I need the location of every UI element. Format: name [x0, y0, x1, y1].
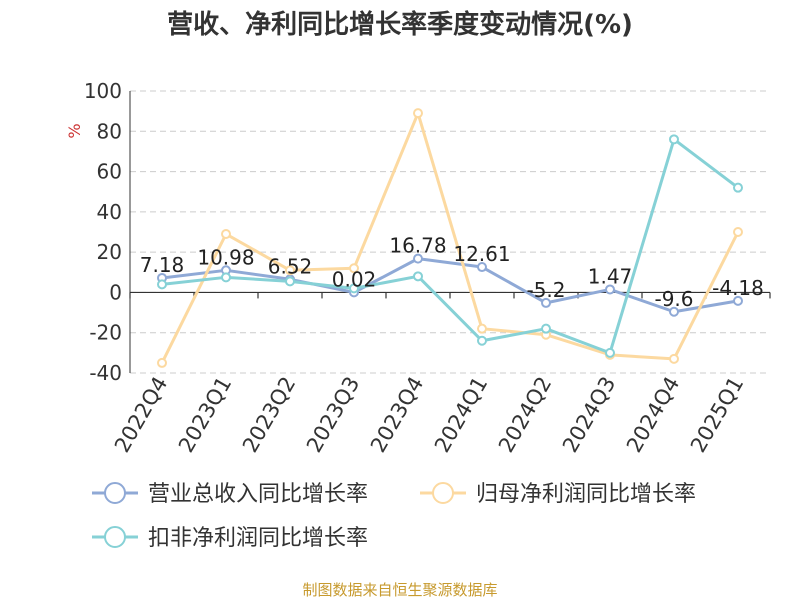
- data-label: 6.52: [268, 254, 313, 278]
- y-tick-label: -20: [89, 321, 122, 345]
- series-2-point: [349, 263, 359, 274]
- y-tick-label: 40: [97, 200, 122, 224]
- data-label: 16.78: [389, 234, 446, 258]
- series-3-point: [669, 134, 679, 145]
- series-3-point: [605, 347, 615, 358]
- y-tick-label: -40: [89, 361, 122, 385]
- y-tick-label: 100: [84, 79, 122, 103]
- data-label: -4.18: [712, 276, 764, 300]
- x-tick-label: 2024Q1: [430, 373, 492, 457]
- series-2-point: [413, 108, 423, 119]
- data-label: 1.47: [588, 264, 633, 288]
- y-tick-label: 60: [97, 160, 122, 184]
- x-tick-label: 2023Q4: [366, 373, 428, 457]
- legend-label-1: 营业总收入同比增长率: [148, 482, 368, 507]
- series-1-point: [605, 284, 615, 295]
- series-line-2: [160, 111, 740, 364]
- legend-marker-1: [104, 482, 126, 504]
- data-source-footer: 制图数据来自恒生聚源数据库: [302, 581, 498, 599]
- data-label: -5.2: [526, 278, 565, 302]
- y-tick-label: 0: [109, 280, 122, 304]
- x-tick-label: 2024Q2: [494, 373, 556, 457]
- data-label: 7.18: [140, 253, 185, 277]
- series-1-point: [413, 253, 423, 264]
- series-2-point: [285, 265, 295, 276]
- series-2-point: [733, 227, 743, 237]
- x-tick-label: 2023Q2: [238, 373, 300, 457]
- data-label: -9.6: [654, 287, 693, 311]
- series-3-point: [541, 323, 551, 334]
- series-2-point: [477, 323, 487, 334]
- y-axis-unit-label: %: [65, 123, 84, 138]
- series-line-1: [161, 257, 739, 314]
- series-3-point: [349, 283, 359, 294]
- series-1-point: [733, 295, 743, 306]
- legend-label-3: 扣非净利润同比增长率: [148, 526, 368, 551]
- series-1-point: [541, 297, 551, 308]
- series-1-point: [477, 262, 487, 273]
- x-tick-label: 2024Q3: [558, 373, 620, 457]
- x-tick-label: 2025Q1: [686, 373, 748, 457]
- series-2-point: [669, 353, 679, 364]
- legend-marker-3: [104, 526, 126, 548]
- series-line-3: [161, 137, 739, 355]
- series-3-point: [221, 272, 231, 283]
- series-2-point: [221, 229, 231, 240]
- series-3-point: [733, 182, 743, 193]
- data-label: 12.61: [453, 242, 510, 266]
- series-3-point: [285, 276, 295, 287]
- legend-label-2: 归母净利润同比增长率: [476, 482, 696, 507]
- data-label: 0.02: [332, 267, 377, 291]
- series-3-point: [477, 335, 487, 346]
- data-label: 10.98: [197, 245, 254, 269]
- series-3-point: [157, 279, 167, 290]
- x-tick-label: 2024Q4: [622, 373, 684, 457]
- series-1-point: [669, 306, 679, 317]
- x-tick-label: 2023Q1: [174, 373, 236, 457]
- y-tick-label: 20: [97, 240, 122, 264]
- x-tick-label: 2022Q4: [110, 373, 172, 457]
- series-2-point: [157, 357, 167, 368]
- chart-title: 营收、净利同比增长率季度变动情况(%): [167, 10, 633, 40]
- legend-marker-2: [432, 482, 454, 504]
- series-3-point: [413, 271, 423, 282]
- x-tick-label: 2023Q3: [302, 373, 364, 457]
- y-tick-label: 80: [97, 119, 122, 143]
